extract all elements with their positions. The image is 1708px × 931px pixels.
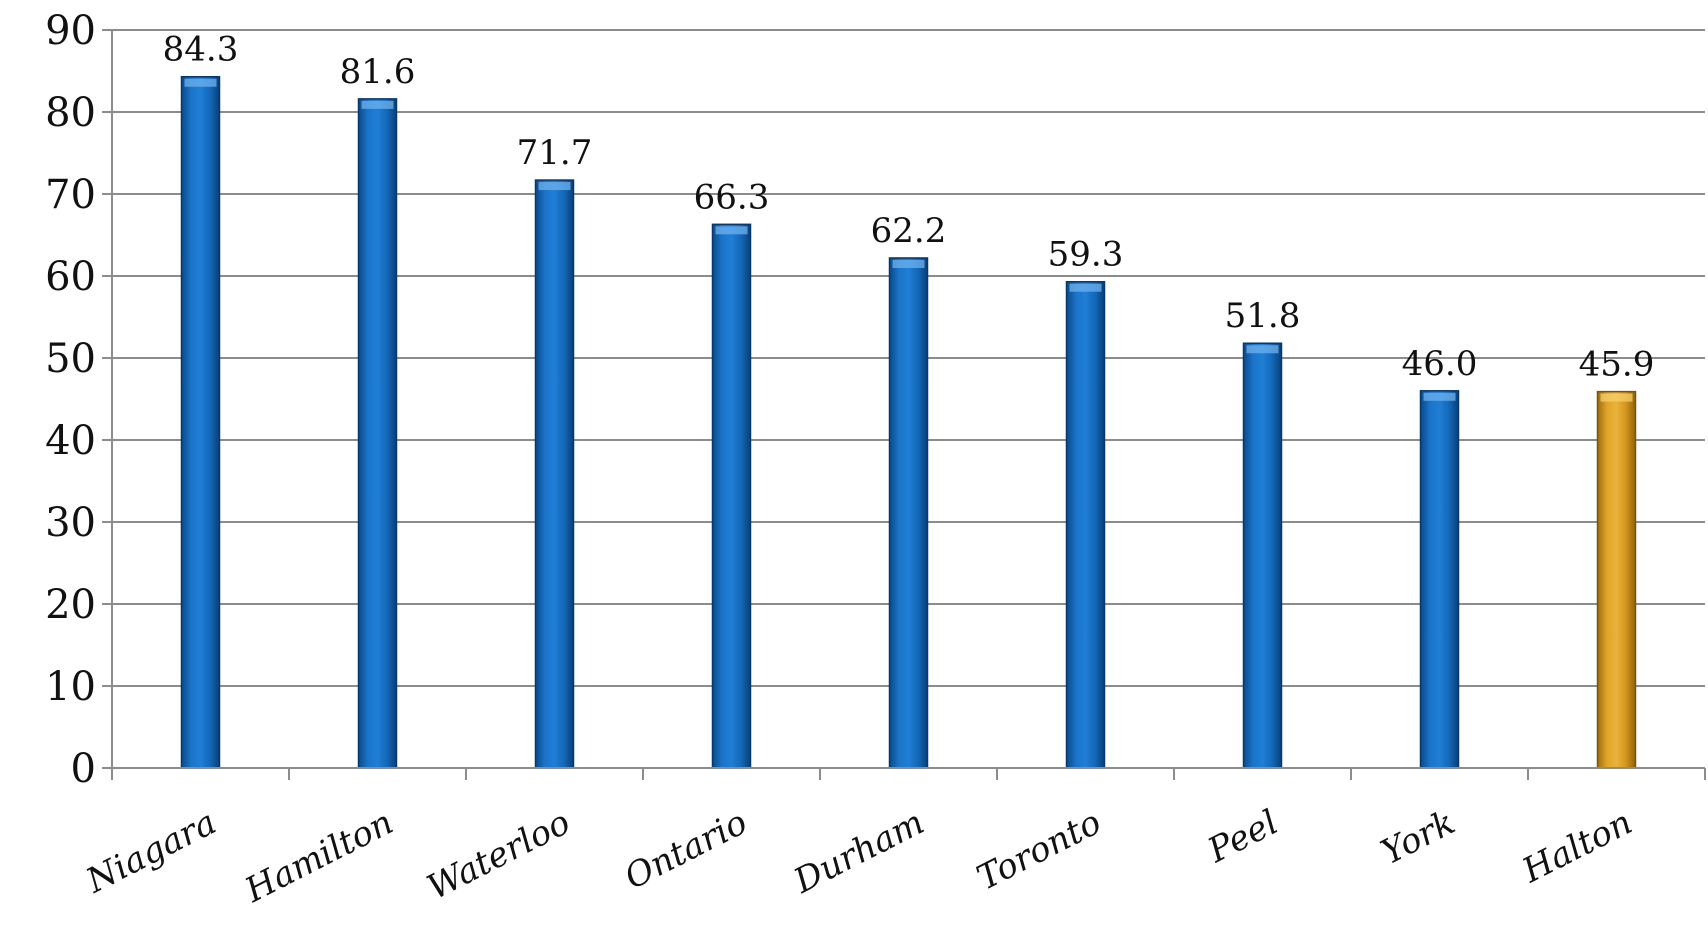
bar-highlight-york: [1423, 392, 1456, 401]
y-tick-label-30: 30: [45, 500, 96, 546]
data-label-toronto: 59.3: [1048, 235, 1124, 275]
y-tick-label-60: 60: [45, 254, 96, 300]
x-tick-label-durham: Durham: [787, 802, 931, 902]
x-tick-label-niagara: Niagara: [79, 802, 222, 901]
bar-highlight-ontario: [715, 226, 748, 235]
data-label-peel: 51.8: [1225, 296, 1301, 336]
y-tick-label-10: 10: [45, 664, 96, 710]
bar-peel: [1242, 342, 1283, 769]
bar-waterloo: [534, 179, 575, 769]
data-label-niagara: 84.3: [163, 30, 239, 70]
bar-ontario: [711, 223, 752, 769]
x-tick-label-waterloo: Waterloo: [421, 802, 576, 908]
y-tick-label-0: 0: [71, 746, 96, 792]
data-label-york: 46.0: [1402, 344, 1478, 384]
bar-highlight-hamilton: [361, 100, 394, 109]
bar-niagara: [180, 75, 221, 769]
bar-york: [1419, 390, 1460, 769]
y-tick-label-50: 50: [45, 336, 96, 382]
bar-highlight-halton: [1600, 393, 1633, 402]
bar-highlight-niagara: [184, 78, 217, 87]
y-tick-label-70: 70: [45, 172, 96, 218]
y-tick-label-90: 90: [45, 8, 96, 54]
x-tick-label-halton: Halton: [1515, 802, 1638, 891]
bar-durham: [888, 257, 929, 769]
bar-highlight-peel: [1246, 345, 1279, 354]
data-label-hamilton: 81.6: [340, 52, 416, 92]
data-label-ontario: 66.3: [694, 177, 770, 217]
bars: [180, 75, 1637, 769]
bar-toronto: [1065, 280, 1106, 769]
bar-highlight-toronto: [1069, 283, 1102, 292]
bar-highlight-waterloo: [538, 182, 571, 191]
y-axis-ticks: 0 10 20 30 40 50 60 70 80 90: [45, 8, 112, 792]
bar-hamilton: [357, 98, 398, 769]
data-label-waterloo: 71.7: [517, 133, 593, 173]
x-tick-label-hamilton: Hamilton: [238, 802, 400, 911]
y-tick-label-40: 40: [45, 418, 96, 464]
x-tick-label-york: York: [1375, 802, 1462, 873]
bar-halton: [1596, 390, 1637, 769]
x-tick-label-toronto: Toronto: [971, 802, 1108, 898]
bar-highlight-durham: [892, 259, 925, 268]
data-label-durham: 62.2: [871, 211, 947, 251]
y-tick-label-20: 20: [45, 582, 96, 628]
y-tick-label-80: 80: [45, 90, 96, 136]
x-tick-label-peel: Peel: [1201, 802, 1285, 871]
x-tick-label-ontario: Ontario: [618, 802, 753, 897]
data-labels: 84.3 81.6 71.7 66.3 62.2 59.3 51.8 46.0 45.9: [163, 30, 1655, 385]
data-label-halton: 45.9: [1579, 345, 1655, 385]
